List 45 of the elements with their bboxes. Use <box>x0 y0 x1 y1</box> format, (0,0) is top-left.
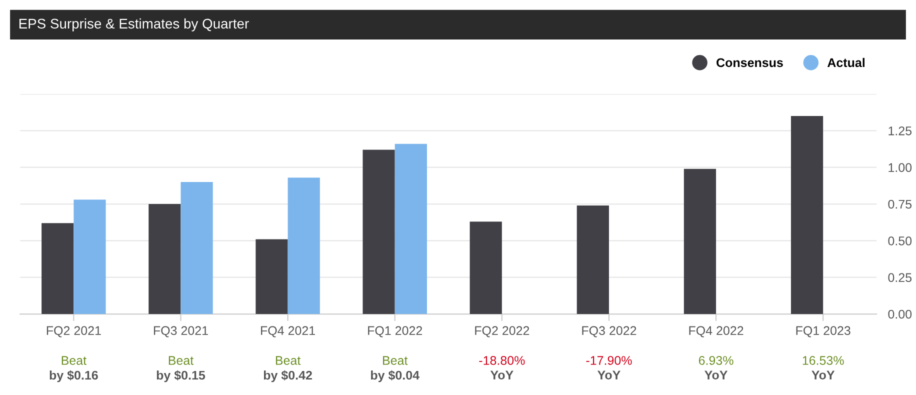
text: YoY <box>812 370 835 380</box>
text: YoY <box>597 370 620 380</box>
bar <box>148 204 181 314</box>
text: YoY <box>704 370 728 380</box>
text: Beat <box>383 356 408 365</box>
chart-title: EPS Surprise & Estimates by Quarter <box>19 18 249 32</box>
text: YoY <box>490 370 514 380</box>
text: by $0.42 <box>264 370 312 382</box>
text: -17.90% <box>586 356 632 365</box>
text: by $0.15 <box>156 370 206 382</box>
bar <box>790 116 824 314</box>
bar <box>684 168 716 314</box>
bar <box>288 178 320 314</box>
text: Beat <box>168 356 194 365</box>
text: 6.93% <box>698 356 734 365</box>
legend-label: Consensus <box>716 58 783 68</box>
y-tick-label: 0.00 <box>888 310 912 319</box>
bar <box>576 205 609 314</box>
bar <box>42 223 74 314</box>
x-tick-label: FQ1 2022 <box>368 326 422 338</box>
x-tick-label: FQ3 2021 <box>154 326 208 338</box>
y-tick-label: 0.50 <box>888 236 912 246</box>
x-tick-label: FQ1 2023 <box>796 326 850 338</box>
bar <box>470 222 502 314</box>
bar <box>180 182 213 314</box>
bar <box>256 239 288 314</box>
text: -18.80% <box>479 356 525 365</box>
y-tick-label: 1.25 <box>888 126 912 136</box>
bar <box>74 200 106 314</box>
text: by $0.16 <box>50 370 98 382</box>
text: Beat <box>276 356 301 365</box>
y-tick-label: 0.75 <box>888 200 912 209</box>
x-tick-label: FQ2 2022 <box>475 326 530 338</box>
x-tick-label: FQ3 2022 <box>582 326 636 338</box>
bar <box>394 144 427 314</box>
legend-label: Actual <box>827 58 864 68</box>
text: by $0.04 <box>371 370 420 382</box>
text: Beat <box>62 356 86 365</box>
x-tick-label: FQ2 2021 <box>46 326 101 338</box>
y-tick-label: 0.25 <box>888 273 912 282</box>
text: 16.53% <box>802 356 844 365</box>
x-tick-label: FQ4 2021 <box>261 326 315 338</box>
bar <box>362 150 395 314</box>
x-tick-label: FQ4 2022 <box>689 326 744 338</box>
y-tick-label: 1.00 <box>888 163 912 172</box>
